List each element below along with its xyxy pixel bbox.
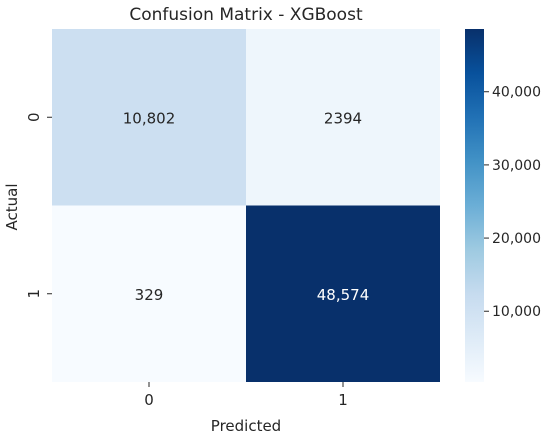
colorbar-tick-label: 10,000 <box>492 304 541 320</box>
heatmap-cell <box>246 29 440 206</box>
heatmap-cells <box>52 29 440 382</box>
cell-value-label: 2394 <box>324 109 362 127</box>
x-tick-label: 0 <box>144 391 154 409</box>
y-tick-label: 0 <box>25 112 43 122</box>
colorbar <box>465 29 484 382</box>
x-axis-label: Predicted <box>211 417 281 435</box>
y-axis-label: Actual <box>3 184 21 231</box>
cell-value-label: 329 <box>135 286 164 304</box>
heatmap-cell <box>52 29 246 206</box>
colorbar-tick-label: 40,000 <box>492 85 541 101</box>
y-axis-ticks: 01 <box>25 112 52 299</box>
colorbar-tick-label: 20,000 <box>492 231 541 247</box>
heatmap-cell <box>246 205 440 382</box>
colorbar-ticks: 10,000 20,000 30,000 40,000 <box>484 85 541 320</box>
chart-title: Confusion Matrix - XGBoost <box>129 5 363 25</box>
x-tick-label: 1 <box>338 391 348 409</box>
cell-value-label: 10,802 <box>123 109 176 127</box>
y-tick-label: 1 <box>25 289 43 299</box>
colorbar-tick-label: 30,000 <box>492 158 541 174</box>
heatmap-cell-labels: 10,802 2394 329 48,574 <box>123 109 370 304</box>
heatmap-cell <box>52 205 246 382</box>
cell-value-label: 48,574 <box>317 286 370 304</box>
